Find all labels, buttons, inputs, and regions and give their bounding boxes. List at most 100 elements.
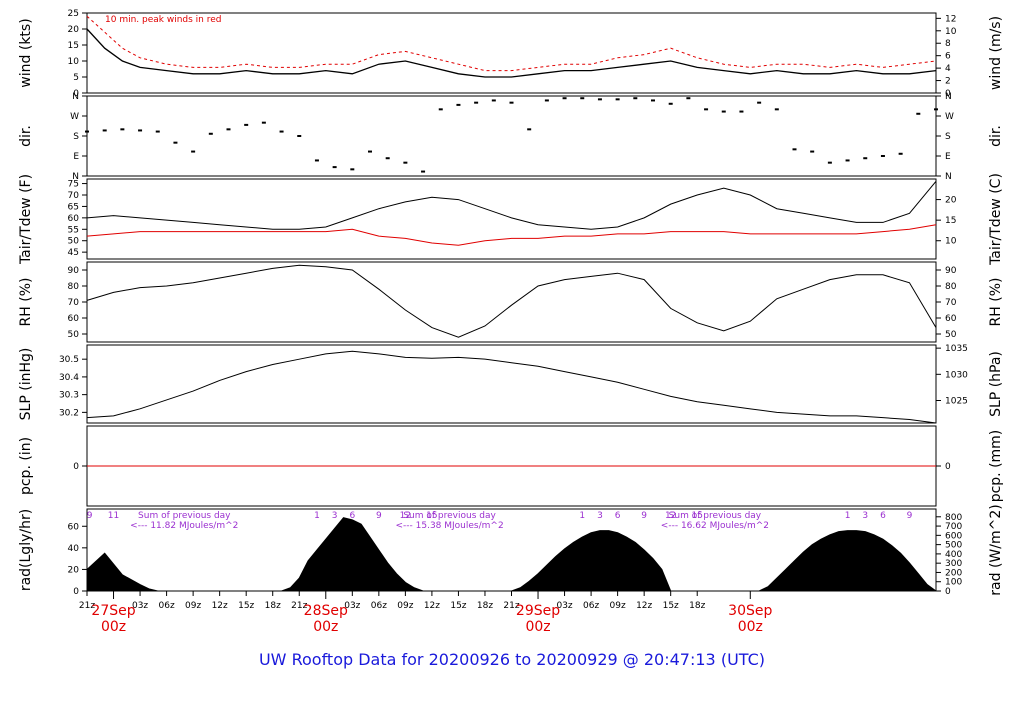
slp-panel-frame bbox=[86, 344, 937, 424]
temp-ytick-label: 65 bbox=[68, 202, 79, 212]
rad-local-hour-label: 6 bbox=[349, 511, 355, 521]
rad-local-hour-label: 3 bbox=[862, 511, 868, 521]
rad-ytick-label: 20 bbox=[68, 565, 80, 575]
rad-local-hour-label: 9 bbox=[641, 511, 647, 521]
rad-area bbox=[86, 517, 938, 592]
rad-daily-sum-note: Sum of previous day bbox=[138, 511, 231, 521]
temp-ytick-right-label: 15 bbox=[945, 216, 956, 226]
temp-ytick-label: 75 bbox=[68, 180, 79, 190]
temp-series-Tdew bbox=[86, 224, 937, 246]
rh-ytick-label: 80 bbox=[68, 282, 80, 292]
rh-ytick-right-label: 90 bbox=[945, 266, 957, 276]
wind-ytick-right-label: 0 bbox=[945, 89, 951, 99]
rad-local-hour-label: 3 bbox=[332, 511, 338, 521]
rad-local-hour-label: 9 bbox=[376, 511, 382, 521]
x-time-tick-label: 12z bbox=[212, 601, 228, 611]
chart-title: UW Rooftop Data for 20200926 to 20200929… bbox=[259, 650, 765, 669]
rad-ytick-right-label: 100 bbox=[945, 578, 962, 588]
dir-ylabel: dir. bbox=[18, 125, 34, 147]
rad-daily-sum-note: Sum of previous day bbox=[403, 511, 496, 521]
slp-ytick-label: 30.2 bbox=[59, 408, 79, 418]
slp-ytick-label: 30.4 bbox=[59, 373, 79, 383]
rh-ytick-right-label: 80 bbox=[945, 282, 957, 292]
x-time-tick-label: 12z bbox=[424, 601, 440, 611]
wind-ytick-right-label: 8 bbox=[945, 39, 951, 49]
temp-ylabel-right: Tair/Tdew (C) bbox=[988, 173, 1004, 266]
slp-ylabel-right: SLP (hPa) bbox=[988, 351, 1004, 417]
rad-local-hour-label: 6 bbox=[880, 511, 886, 521]
rad-daily-sum-note: Sum of previous day bbox=[669, 511, 762, 521]
rad-ytick-right-label: 200 bbox=[945, 568, 962, 578]
rh-ytick-right-label: 70 bbox=[945, 298, 957, 308]
x-date-tick-label: 30Sep bbox=[728, 603, 772, 619]
temp-panel-frame bbox=[86, 178, 937, 260]
rad-local-hour-label: 3 bbox=[597, 511, 603, 521]
rh-ytick-label: 70 bbox=[68, 298, 80, 308]
pcp-ylabel: pcp. (in) bbox=[18, 437, 34, 495]
x-time-tick-label: 03z bbox=[556, 601, 572, 611]
dir-ytick-right-label: W bbox=[945, 112, 954, 122]
x-date-tick-sub: 00z bbox=[101, 619, 126, 635]
pcp-ytick-label: 0 bbox=[73, 462, 79, 472]
x-time-tick-label: 06z bbox=[159, 601, 175, 611]
rad-ytick-right-label: 600 bbox=[945, 531, 962, 541]
rad-daily-sum-note: <--- 16.62 MJoules/m^2 bbox=[661, 521, 769, 531]
slp-ytick-label: 30.3 bbox=[59, 391, 79, 401]
rad-local-hour-label: 9 bbox=[87, 511, 93, 521]
wind-ytick-right-label: 12 bbox=[945, 14, 956, 24]
dir-ytick-right-label: E bbox=[945, 152, 951, 162]
x-time-tick-label: 09z bbox=[610, 601, 626, 611]
temp-series-Tair bbox=[86, 180, 937, 230]
temp-ytick-label: 60 bbox=[68, 214, 80, 224]
dir-ytick-label: W bbox=[70, 112, 79, 122]
temp-ytick-label: 50 bbox=[68, 237, 80, 247]
rh-ytick-label: 60 bbox=[68, 314, 80, 324]
rh-ylabel: RH (%) bbox=[18, 278, 34, 327]
slp-series-line bbox=[86, 350, 937, 424]
wind-ytick-label: 10 bbox=[68, 57, 80, 67]
rad-ylabel-right: rad (W/m^2) bbox=[988, 504, 1004, 595]
x-time-tick-label: 09z bbox=[397, 601, 413, 611]
rh-ytick-right-label: 50 bbox=[945, 330, 957, 340]
rad-ytick-label: 60 bbox=[68, 522, 80, 532]
x-time-tick-label: 03z bbox=[132, 601, 148, 611]
x-time-tick-label: 21z bbox=[79, 601, 95, 611]
dir-ytick-right-label: S bbox=[945, 132, 951, 142]
rad-ytick-right-label: 0 bbox=[945, 587, 951, 597]
x-date-tick-sub: 00z bbox=[525, 619, 550, 635]
rad-ytick-right-label: 500 bbox=[945, 541, 962, 551]
x-time-tick-label: 15z bbox=[450, 601, 466, 611]
rad-ytick-label: 0 bbox=[73, 587, 79, 597]
x-time-tick-label: 06z bbox=[583, 601, 599, 611]
rh-series-line bbox=[86, 264, 937, 338]
wind-ytick-right-label: 2 bbox=[945, 77, 951, 87]
rad-local-hour-label: 15 bbox=[691, 511, 702, 521]
dir-ytick-label: E bbox=[73, 152, 79, 162]
wind-series-wind bbox=[86, 28, 937, 78]
slp-ytick-label: 30.5 bbox=[59, 355, 79, 365]
temp-ytick-right-label: 10 bbox=[945, 237, 957, 247]
x-time-tick-label: 15z bbox=[238, 601, 254, 611]
dir-ylabel-right: dir. bbox=[988, 125, 1004, 147]
x-time-tick-label: 18z bbox=[265, 601, 281, 611]
rad-local-hour-label: 11 bbox=[108, 511, 119, 521]
x-time-tick-label: 21z bbox=[503, 601, 519, 611]
rh-ylabel-right: RH (%) bbox=[988, 278, 1004, 327]
slp-ytick-right-label: 1025 bbox=[945, 396, 968, 406]
wind-ytick-right-label: 4 bbox=[945, 64, 951, 74]
wind-ytick-label: 25 bbox=[68, 9, 79, 19]
x-time-tick-label: 03z bbox=[344, 601, 360, 611]
temp-ylabel: Tair/Tdew (F) bbox=[18, 174, 34, 265]
rh-panel-frame bbox=[86, 261, 937, 343]
dir-ytick-right-label: N bbox=[945, 172, 952, 182]
rh-ytick-label: 90 bbox=[68, 266, 80, 276]
slp-ytick-right-label: 1035 bbox=[945, 344, 968, 354]
rad-ytick-right-label: 400 bbox=[945, 550, 962, 560]
temp-ytick-label: 70 bbox=[68, 191, 80, 201]
rad-local-hour-label: 1 bbox=[845, 511, 851, 521]
wind-ytick-label: 20 bbox=[68, 25, 80, 35]
dir-ytick-label: S bbox=[73, 132, 79, 142]
x-date-tick-label: 27Sep bbox=[91, 603, 135, 619]
x-date-tick-label: 29Sep bbox=[516, 603, 560, 619]
